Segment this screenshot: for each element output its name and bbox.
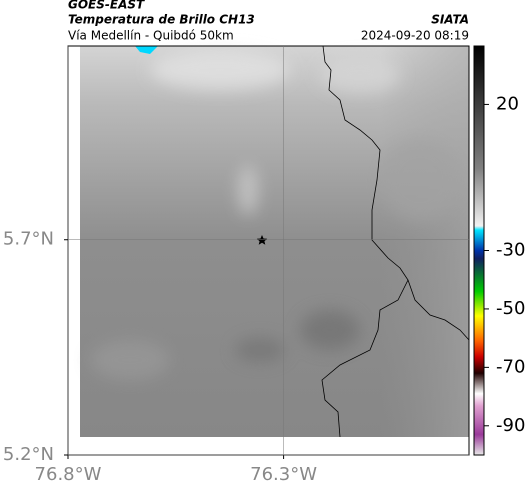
colorbar-tick-label: 20 bbox=[496, 93, 519, 114]
x-tick-label: 76.8°W bbox=[35, 464, 102, 485]
y-tick-label: 5.2°N bbox=[3, 444, 54, 465]
border bbox=[321, 45, 470, 438]
colorbar-tick-label: -90 bbox=[496, 415, 525, 436]
title: GOES-EAST bbox=[68, 0, 145, 12]
colorbar-tick-label: -70 bbox=[496, 356, 525, 377]
datetime: 2024-09-20 08:19 bbox=[361, 29, 469, 43]
colorbar-tick-label: -50 bbox=[496, 298, 525, 319]
colorbar bbox=[473, 45, 485, 456]
x-tick-label: 76.3°W bbox=[250, 464, 317, 485]
satellite-image bbox=[80, 46, 469, 437]
colorbar-tick-label: -30 bbox=[496, 240, 525, 261]
source: SIATA bbox=[431, 13, 469, 27]
y-tick-label: 5.7°N bbox=[3, 229, 54, 250]
subtitle: Temperatura de Brillo CH13 bbox=[68, 13, 255, 27]
location: Vía Medellín - Quibdó 50km bbox=[68, 29, 234, 43]
